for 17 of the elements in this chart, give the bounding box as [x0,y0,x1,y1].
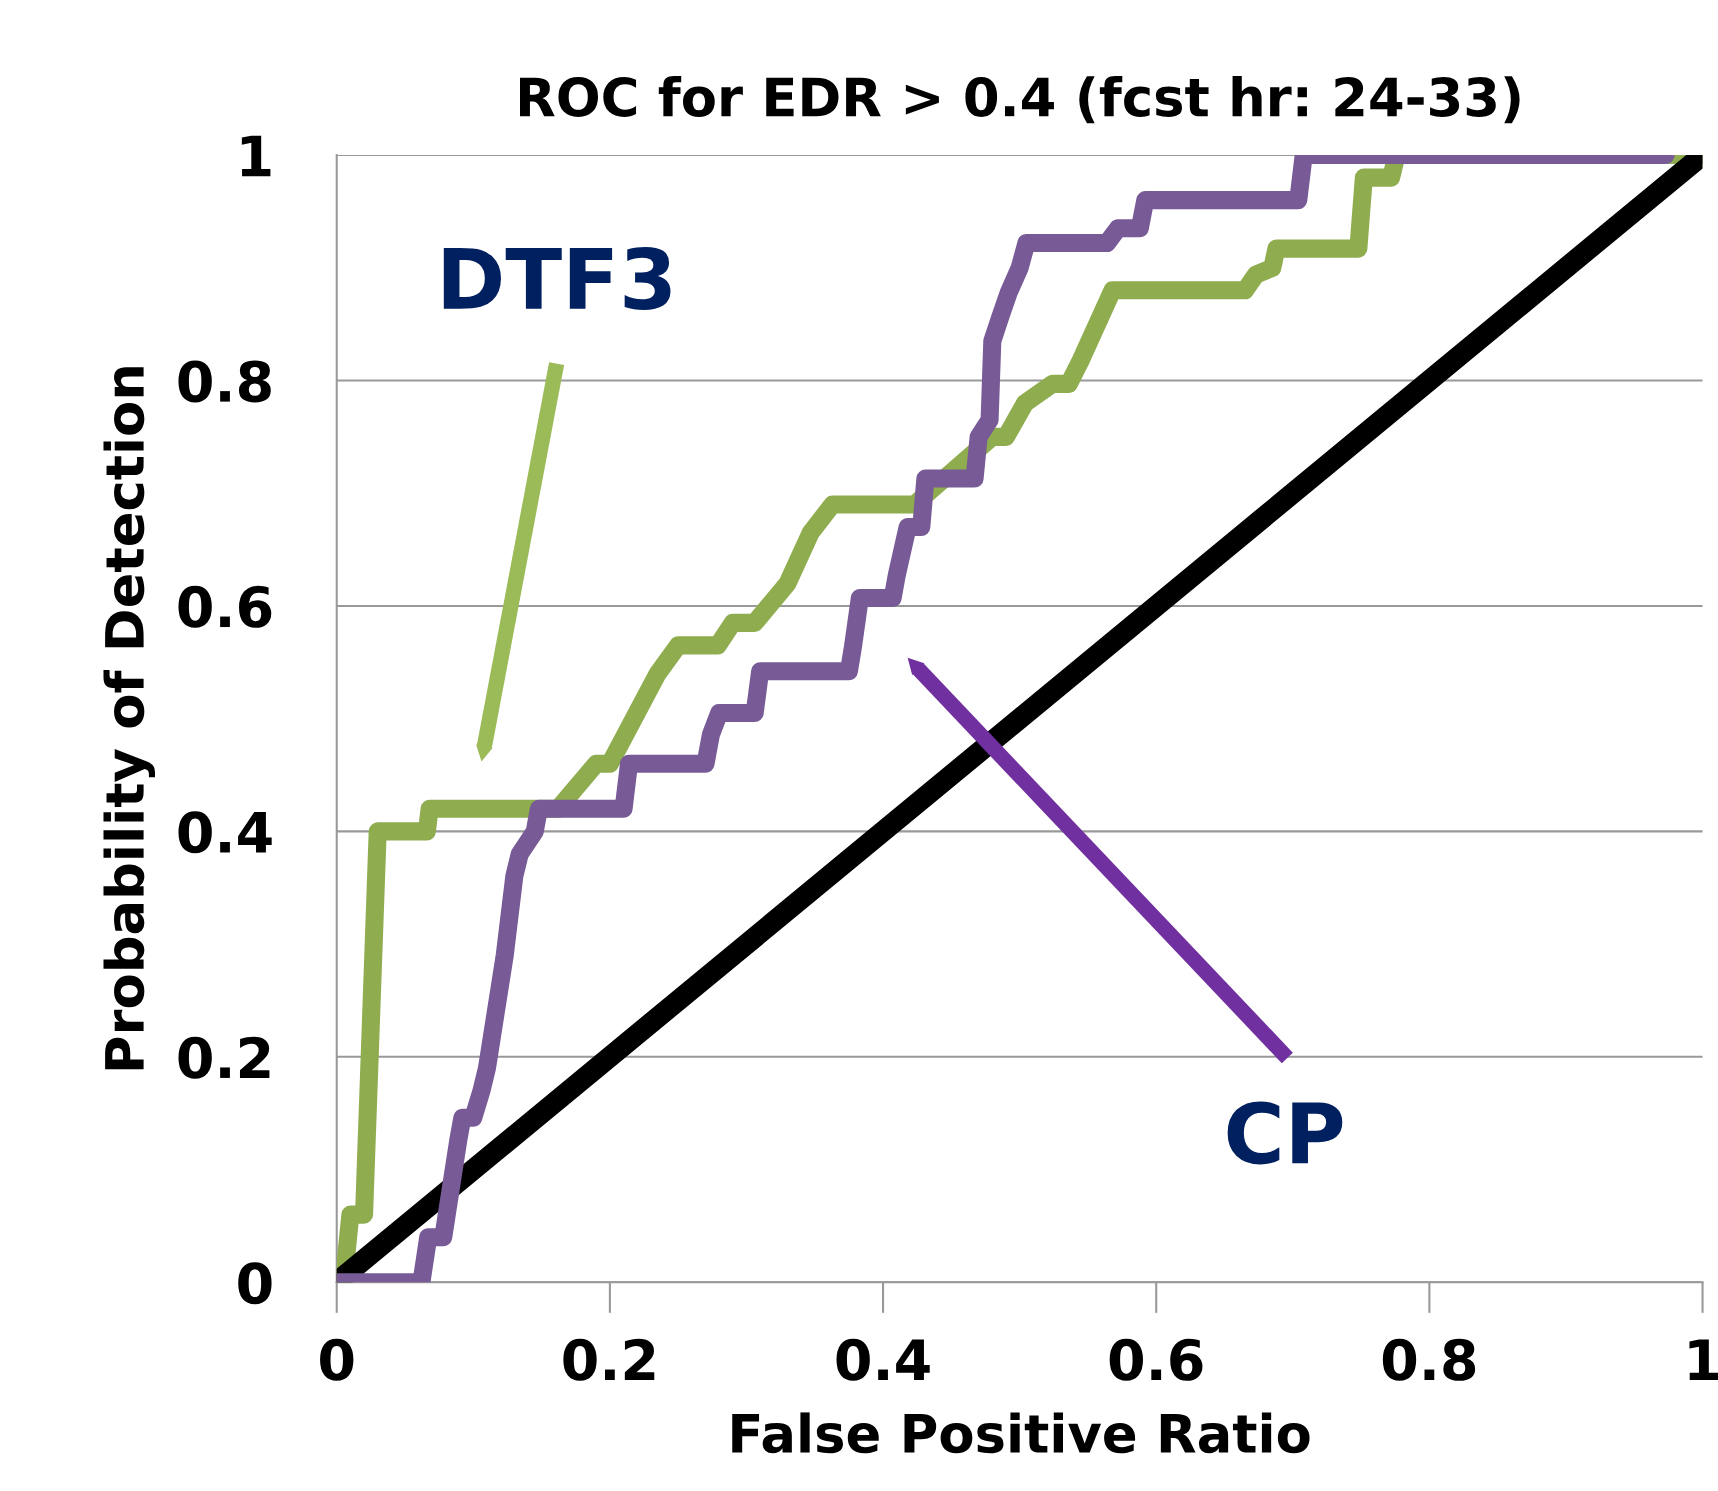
annotation: DTF3 [443,246,671,310]
x-tick-label: 0.6 [1109,1338,1203,1381]
x-tick-label: 1 [1689,1339,1718,1381]
y-tick-label: 0.2 [178,1036,270,1079]
annotation: CP [1227,1101,1343,1165]
chart-title: ROC for EDR > 0.4 (fcst hr: 24-33) [520,76,1520,124]
x-tick-label: 0.2 [563,1338,655,1381]
y-tick-label: 0.8 [178,360,271,403]
y-tick-label: 1 [241,135,271,177]
y-axis-title: Probability of Detection [103,367,155,1070]
y-tick-label: 0 [238,1262,272,1305]
x-tick-label: 0 [320,1338,354,1381]
y-tick-label: 0.4 [178,811,272,854]
y-tick-label: 0.6 [178,585,272,628]
x-tick-label: 0.4 [836,1338,930,1381]
x-tick-label: 0.8 [1382,1338,1476,1381]
x-axis-title: False Positive Ratio [732,1412,1310,1454]
